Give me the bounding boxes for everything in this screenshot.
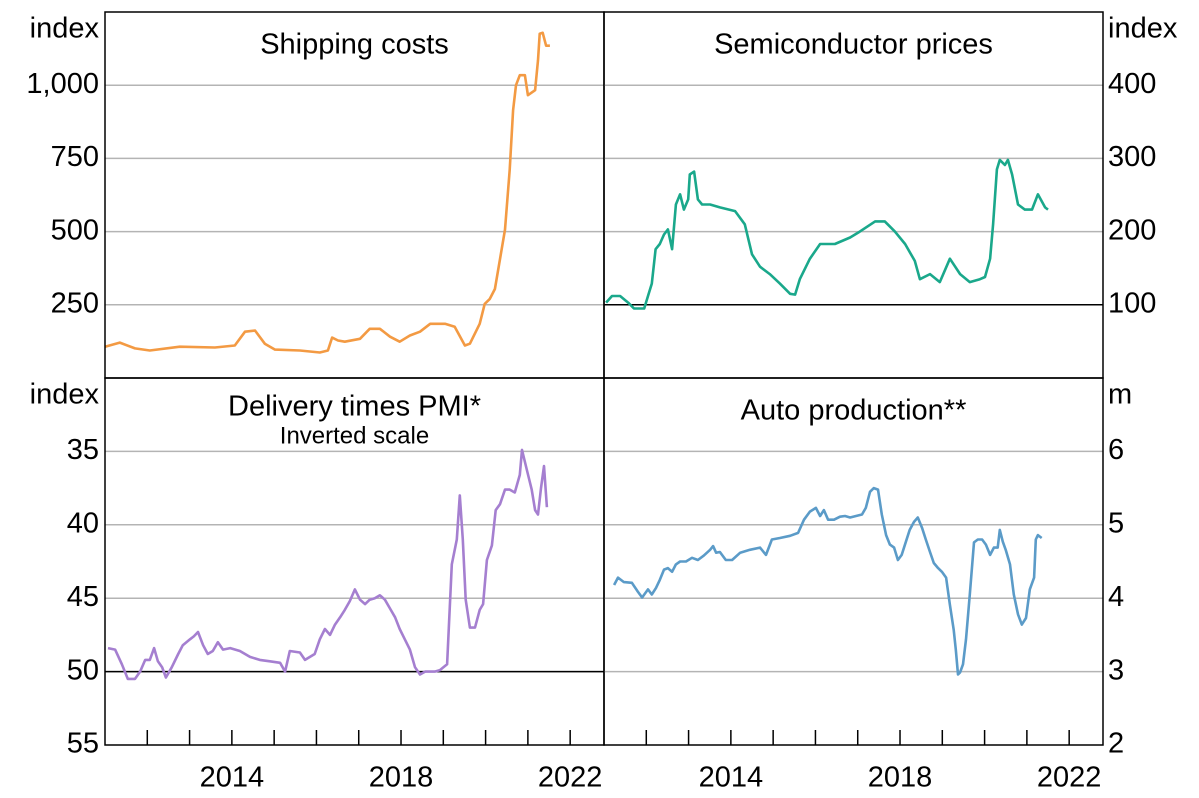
y-tick-label: 50	[67, 654, 99, 686]
panel-title: Shipping costs	[260, 29, 449, 61]
y-tick-label: 100	[1108, 287, 1156, 319]
data-line	[104, 31, 550, 354]
y-tick-label: 400	[1108, 68, 1156, 100]
x-tick-label: 2014	[699, 762, 764, 794]
y-tick-label: 250	[51, 287, 99, 319]
y-axis-label: index	[1108, 13, 1178, 45]
y-tick-label: 2	[1108, 728, 1124, 760]
y-tick-label: 45	[67, 581, 99, 613]
panel-title: Delivery times PMI*	[228, 391, 481, 423]
panel-frame	[104, 11, 605, 379]
x-tick-label: 2018	[369, 762, 434, 794]
y-tick-label: 750	[51, 141, 99, 173]
data-line	[605, 158, 1049, 310]
y-tick-label: 6	[1108, 434, 1124, 466]
y-tick-label: 5	[1108, 507, 1124, 539]
y-tick-label: 300	[1108, 141, 1156, 173]
y-tick-label: 200	[1108, 214, 1156, 246]
y-tick-label: 55	[67, 728, 99, 760]
panel-title: Semiconductor prices	[714, 29, 993, 61]
y-tick-label: 500	[51, 214, 99, 246]
x-tick-label: 2018	[868, 762, 933, 794]
x-tick-label: 2022	[1037, 762, 1102, 794]
panel-subtitle: Inverted scale	[280, 422, 429, 449]
y-tick-label: 3	[1108, 654, 1124, 686]
panel-frame	[603, 377, 1104, 746]
y-axis-label: index	[30, 379, 100, 411]
y-axis-label: m	[1108, 379, 1132, 411]
y-axis-label: index	[30, 13, 100, 45]
y-tick-label: 4	[1108, 581, 1124, 613]
data-line	[107, 448, 549, 681]
x-tick-label: 2022	[538, 762, 603, 794]
y-tick-label: 40	[67, 507, 99, 539]
y-tick-label: 35	[67, 434, 99, 466]
y-tick-label: 1,000	[26, 68, 99, 100]
x-tick-label: 2014	[200, 762, 265, 794]
data-line	[612, 486, 1043, 676]
panel-title: Auto production**	[741, 395, 967, 427]
